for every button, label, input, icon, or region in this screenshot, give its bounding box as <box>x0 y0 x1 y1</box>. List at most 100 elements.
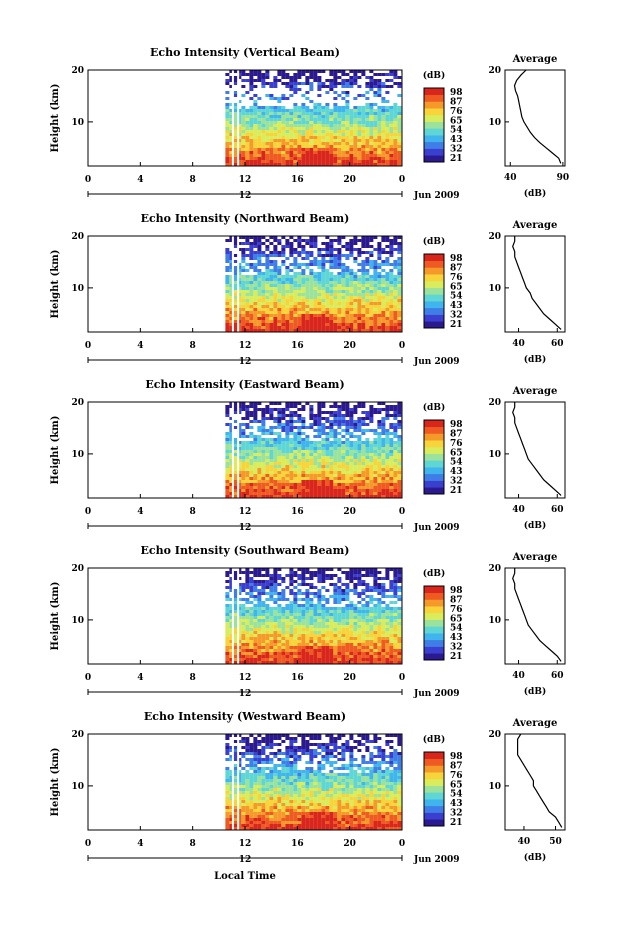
heatmap-cell <box>269 323 274 326</box>
heatmap-cell <box>237 281 242 284</box>
heatmap-cell <box>301 311 306 314</box>
heatmap-cell <box>349 85 354 88</box>
heatmap-cell <box>313 329 318 332</box>
heatmap-cell <box>361 287 366 290</box>
heatmap-cell <box>285 405 290 408</box>
heatmap-cell <box>325 302 330 305</box>
heatmap-cell <box>245 568 250 571</box>
heatmap-cell <box>269 293 274 296</box>
heatmap-cell <box>293 329 298 332</box>
heatmap-cell <box>353 616 358 619</box>
heatmap-cell <box>381 408 386 411</box>
heatmap-cell <box>245 495 250 498</box>
heatmap-cell <box>305 79 310 82</box>
heatmap-cell <box>349 124 354 127</box>
heatmap-cell <box>345 145 350 148</box>
heatmap-cell <box>249 471 254 474</box>
heatmap-cell <box>245 450 250 453</box>
heatmap-cell <box>397 411 402 414</box>
heatmap-cell <box>317 483 322 486</box>
heatmap-cell <box>345 574 350 577</box>
heatmap-cell <box>361 607 366 610</box>
heatmap-cell <box>289 652 294 655</box>
heatmap-cell <box>313 118 318 121</box>
heatmap-cell <box>333 435 338 438</box>
heatmap-cell <box>285 432 290 435</box>
heatmap-cell <box>329 121 334 124</box>
heatmap-cell <box>333 317 338 320</box>
heatmap-cell <box>397 284 402 287</box>
heatmap-cell <box>237 456 242 459</box>
heatmap-cell <box>289 148 294 151</box>
heatmap-cell <box>365 148 370 151</box>
heatmap-cell <box>369 661 374 664</box>
heatmap-cell <box>305 127 310 130</box>
heatmap-cell <box>377 465 382 468</box>
heatmap-cell <box>373 613 378 616</box>
heatmap-cell <box>245 580 250 583</box>
heatmap-cell <box>229 293 234 296</box>
heatmap-cell <box>277 592 282 595</box>
heatmap-cell <box>229 646 234 649</box>
heatmap-cell <box>349 610 354 613</box>
heatmap-cell <box>245 441 250 444</box>
heatmap-cell <box>317 287 322 290</box>
heatmap-cell <box>317 281 322 284</box>
heatmap-cell <box>261 652 266 655</box>
heatmap-cell <box>253 157 258 160</box>
date-label: Jun 2009 <box>413 523 460 533</box>
heatmap-cell <box>337 299 342 302</box>
heatmap-cell <box>309 127 314 130</box>
heatmap-cell <box>381 287 386 290</box>
heatmap-cell <box>341 70 346 73</box>
heatmap-cell <box>281 471 286 474</box>
heatmap-cell <box>349 619 354 622</box>
heatmap-cell <box>281 477 286 480</box>
heatmap-cell <box>273 583 278 586</box>
heatmap-cell <box>361 471 366 474</box>
heatmap-cell <box>357 616 362 619</box>
heatmap-cell <box>261 275 266 278</box>
heatmap-cell <box>305 133 310 136</box>
heatmap-cell <box>385 106 390 109</box>
heatmap-cell <box>285 266 290 269</box>
heatmap-cell <box>385 302 390 305</box>
heatmap-cell <box>265 649 270 652</box>
heatmap-cell <box>273 290 278 293</box>
heatmap-cell <box>277 583 282 586</box>
heatmap-cell <box>349 82 354 85</box>
heatmap-cell <box>313 281 318 284</box>
heatmap-cell <box>305 299 310 302</box>
heatmap-cell <box>349 133 354 136</box>
heatmap-cell <box>389 109 394 112</box>
heatmap-cell <box>337 444 342 447</box>
heatmap-cell <box>361 661 366 664</box>
heatmap-cell <box>349 112 354 115</box>
heatmap-cell <box>249 577 254 580</box>
heatmap-cell <box>329 429 334 432</box>
heatmap-cell <box>333 299 338 302</box>
heatmap-cell <box>357 658 362 661</box>
heatmap-cell <box>393 106 398 109</box>
heatmap-cell <box>341 622 346 625</box>
heatmap-cell <box>241 462 246 465</box>
heatmap-cell <box>377 634 382 637</box>
heatmap-cell <box>265 631 270 634</box>
heatmap-cell <box>365 260 370 263</box>
heatmap-cell <box>305 257 310 260</box>
heatmap-cell <box>305 320 310 323</box>
heatmap-cell <box>393 290 398 293</box>
heatmap-cell <box>281 480 286 483</box>
heatmap-cell <box>361 124 366 127</box>
heatmap-cell <box>241 329 246 332</box>
heatmap-cell <box>265 311 270 314</box>
heatmap-cell <box>333 85 338 88</box>
heatmap-cell <box>389 453 394 456</box>
heatmap-cell <box>345 245 350 248</box>
heatmap-cell <box>365 299 370 302</box>
heatmap-cell <box>229 257 234 260</box>
heatmap-cell <box>265 462 270 465</box>
heatmap-cell <box>265 652 270 655</box>
heatmap-cell <box>225 655 230 658</box>
heatmap-cell <box>285 438 290 441</box>
